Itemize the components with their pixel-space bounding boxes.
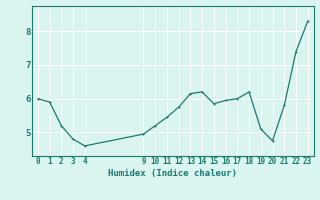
X-axis label: Humidex (Indice chaleur): Humidex (Indice chaleur) <box>108 169 237 178</box>
